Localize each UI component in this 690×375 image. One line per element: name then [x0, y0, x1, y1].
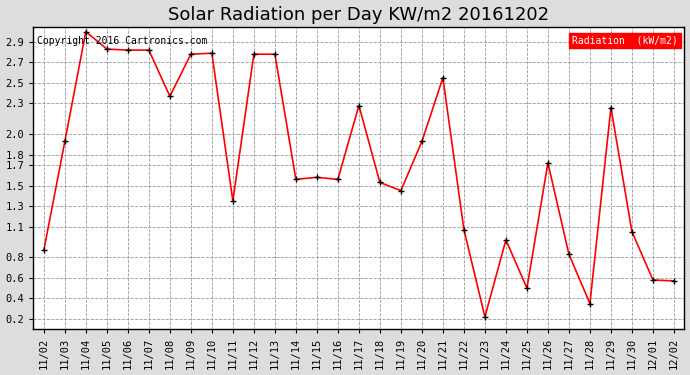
Text: Radiation  (kW/m2): Radiation (kW/m2) [572, 36, 678, 46]
Text: Copyright 2016 Cartronics.com: Copyright 2016 Cartronics.com [37, 36, 207, 46]
Title: Solar Radiation per Day KW/m2 20161202: Solar Radiation per Day KW/m2 20161202 [168, 6, 549, 24]
